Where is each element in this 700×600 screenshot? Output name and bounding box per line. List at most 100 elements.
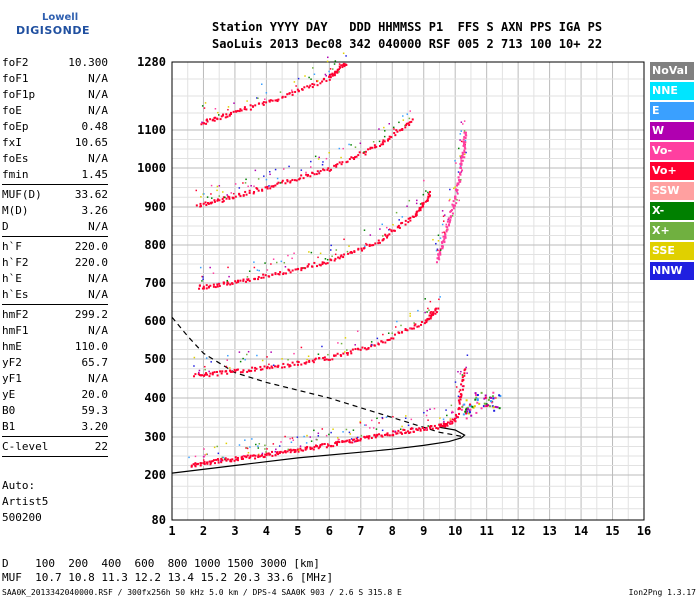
distance-row: D 100 200 400 600 800 1000 1500 3000 [km… (2, 557, 320, 570)
trace-point (203, 460, 206, 463)
scatter-echo (205, 357, 208, 359)
scatter-echo (212, 272, 215, 274)
trace-point (377, 242, 380, 245)
trace-point (410, 120, 413, 123)
param-key: hmF2 (2, 308, 29, 321)
trace-point (309, 446, 312, 449)
trace-point (395, 432, 398, 435)
trace-point (446, 424, 449, 427)
trace-point (236, 109, 239, 112)
scatter-echo (268, 363, 270, 366)
param-key: h`Es (2, 288, 29, 301)
trace-point (439, 252, 442, 255)
trace-point (282, 362, 285, 365)
trace-point (291, 91, 294, 94)
scatter-echo (337, 438, 340, 441)
trace-point (218, 282, 221, 285)
trace-point (308, 359, 311, 362)
scatter-echo (427, 425, 429, 427)
cluster-point (484, 405, 487, 408)
scatter-echo (402, 119, 405, 121)
trace-point (455, 415, 458, 418)
param-value: 220.0 (74, 240, 108, 253)
scatter-echo (379, 228, 381, 230)
trace-point (359, 348, 362, 351)
trace-point (386, 434, 389, 437)
trace-point (357, 154, 360, 157)
trace-point (190, 465, 193, 468)
param-value: 59.3 (81, 404, 109, 417)
trace-point (210, 202, 213, 205)
trace-point (278, 273, 281, 276)
trace-point (333, 164, 336, 167)
cluster-point (464, 410, 467, 413)
scatter-echo (381, 416, 384, 419)
scatter-echo (459, 133, 462, 135)
trace-point (297, 450, 300, 453)
trace-point (311, 359, 314, 362)
trace-point (396, 130, 399, 133)
trace-point (460, 159, 463, 162)
scatter-echo (464, 139, 467, 142)
param-separator (2, 304, 108, 305)
trace-point (462, 140, 465, 143)
trace-point (319, 82, 322, 85)
scatter-echo (317, 158, 320, 160)
scatter-echo (264, 444, 266, 447)
trace-point (220, 115, 223, 118)
trace-point (464, 131, 467, 134)
scatter-echo (310, 251, 313, 254)
trace-point (316, 170, 319, 173)
trace-point (456, 182, 459, 185)
trace-point (407, 217, 410, 220)
trace-point (225, 370, 228, 373)
scatter-echo (203, 193, 205, 195)
param-key: yE (2, 388, 16, 401)
trace-point (443, 238, 446, 241)
trace-point (199, 202, 202, 205)
scatter-echo (257, 178, 260, 180)
trace-point (453, 417, 456, 420)
cluster-point (493, 409, 496, 412)
scatter-echo (328, 73, 331, 76)
trace-point (360, 247, 363, 250)
scatter-echo (370, 419, 373, 422)
trace-point (226, 281, 229, 284)
scatter-echo (242, 357, 244, 360)
trace-point (366, 436, 369, 439)
trace-point (213, 119, 216, 122)
param-row: C-level 22 (2, 439, 108, 455)
trace-point (427, 196, 430, 199)
scatter-echo (218, 114, 220, 116)
param-key: foE (2, 104, 22, 117)
trace-point (330, 444, 333, 447)
trace-point (203, 462, 206, 465)
trace-point (267, 452, 270, 455)
trace-point (222, 282, 225, 285)
trace-point (319, 264, 322, 267)
trace-point (350, 250, 353, 253)
scatter-echo (239, 360, 242, 363)
scatter-echo (330, 244, 332, 247)
trace-point (245, 193, 248, 196)
y-tick-label: 400 (144, 391, 166, 405)
trace-point (288, 365, 291, 368)
scatter-echo (437, 249, 439, 252)
trace-point (214, 286, 217, 289)
trace-point (228, 113, 231, 116)
trace-point (452, 200, 455, 203)
scatter-echo (408, 117, 411, 120)
trace-point (401, 127, 404, 130)
trace-point (255, 187, 258, 190)
trace-point (374, 242, 377, 245)
trace-point (192, 375, 195, 378)
trace-point (434, 312, 437, 315)
trace-point (205, 204, 208, 207)
trace-point (257, 456, 260, 459)
trace-point (455, 202, 458, 205)
scatter-echo (324, 73, 327, 76)
scatter-echo (304, 75, 306, 77)
trace-point (404, 223, 407, 226)
scatter-echo (266, 356, 268, 358)
trace-point (214, 462, 217, 465)
